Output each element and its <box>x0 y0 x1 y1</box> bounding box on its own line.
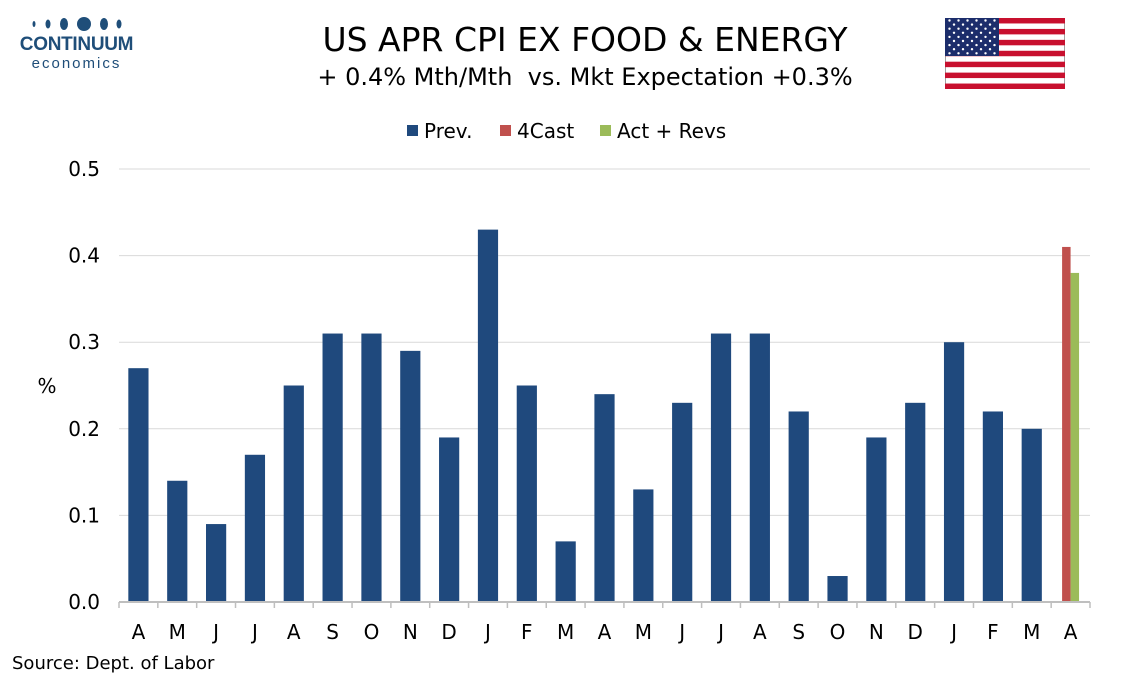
bar-prev <box>244 454 266 602</box>
legend-label: Act + Revs <box>617 119 726 143</box>
x-tick-label: N <box>869 620 884 644</box>
bar-prev <box>206 524 227 602</box>
x-tick-label: M <box>557 620 574 644</box>
bar-prev <box>866 437 887 602</box>
logo-subtitle: economics <box>31 55 122 72</box>
x-tick-label: D <box>441 620 456 644</box>
bar-prev <box>594 394 615 602</box>
x-tick-label: D <box>908 620 923 644</box>
bar-prev <box>982 411 1003 602</box>
bar-prev <box>283 385 304 602</box>
y-tick-label: 0.4 <box>68 244 100 268</box>
x-tick-label: J <box>949 620 957 644</box>
legend-swatch <box>407 125 418 136</box>
x-tick-label: J <box>483 620 491 644</box>
x-tick-label: J <box>211 620 219 644</box>
x-tick-label: J <box>677 620 685 644</box>
bar-prev <box>905 402 926 602</box>
x-tick-label: M <box>635 620 652 644</box>
x-tick-label: S <box>326 620 339 644</box>
chart-subtitle: + 0.4% Mth/Mth vs. Mkt Expectation +0.3% <box>317 63 853 91</box>
bar-prev <box>322 333 343 602</box>
x-tick-label: A <box>287 620 301 644</box>
bar-prev <box>477 229 499 602</box>
legend-swatch <box>600 125 611 136</box>
legend-label: 4Cast <box>517 119 574 143</box>
bar-prev <box>672 402 693 602</box>
chart-title: US APR CPI EX FOOD & ENERGY <box>322 20 848 59</box>
x-tick-label: M <box>1023 620 1040 644</box>
x-tick-label: N <box>403 620 418 644</box>
bar-prev <box>749 333 770 602</box>
x-tick-label: O <box>830 620 846 644</box>
bar-prev <box>516 385 537 602</box>
bar-prev <box>128 368 149 602</box>
bar-prev <box>827 576 848 602</box>
continuum-logo: CONTINUUM economics <box>14 14 139 76</box>
x-tick-label: F <box>521 620 533 644</box>
x-tick-label: J <box>716 620 724 644</box>
bar-prev <box>1021 428 1042 602</box>
y-tick-label: 0.5 <box>68 157 100 181</box>
bar-prev <box>943 342 965 602</box>
legend-label: Prev. <box>424 119 472 143</box>
bar-prev <box>400 350 421 602</box>
bar-act-revs <box>1070 272 1080 602</box>
chart-bars <box>128 229 1080 602</box>
bar-prev <box>439 437 460 602</box>
bar-4cast <box>1062 246 1071 602</box>
y-tick-label: 0.1 <box>68 503 100 527</box>
bar-prev <box>788 411 809 602</box>
x-tick-label: A <box>132 620 146 644</box>
x-tick-label: F <box>987 620 999 644</box>
bar-prev <box>361 333 382 602</box>
bar-prev <box>633 489 654 602</box>
y-tick-label: 0.3 <box>68 330 100 354</box>
logo-wordmark: CONTINUUM <box>19 34 134 55</box>
x-tick-label: A <box>1064 620 1078 644</box>
bar-prev <box>710 333 732 602</box>
x-tick-label: A <box>753 620 767 644</box>
x-tick-label: A <box>598 620 612 644</box>
y-tick-label: 0.2 <box>68 417 100 441</box>
y-axis: 0.0 0.1 0.2 0.3 0.4 0.5 <box>68 157 100 614</box>
source-note: Source: Dept. of Labor <box>12 653 215 674</box>
logo-dots-icon <box>32 17 122 31</box>
x-tick-label: M <box>169 620 186 644</box>
x-tick-label: J <box>250 620 258 644</box>
legend-swatch <box>500 125 511 136</box>
x-tick-label: O <box>364 620 380 644</box>
chart-legend: Prev. 4Cast Act + Revs <box>407 119 726 143</box>
y-tick-label: 0.0 <box>68 590 100 614</box>
bar-prev <box>167 480 188 602</box>
y-axis-label: % <box>37 374 56 398</box>
x-tick-label: S <box>792 620 805 644</box>
us-flag-icon <box>945 18 1065 89</box>
bar-prev <box>555 541 576 602</box>
